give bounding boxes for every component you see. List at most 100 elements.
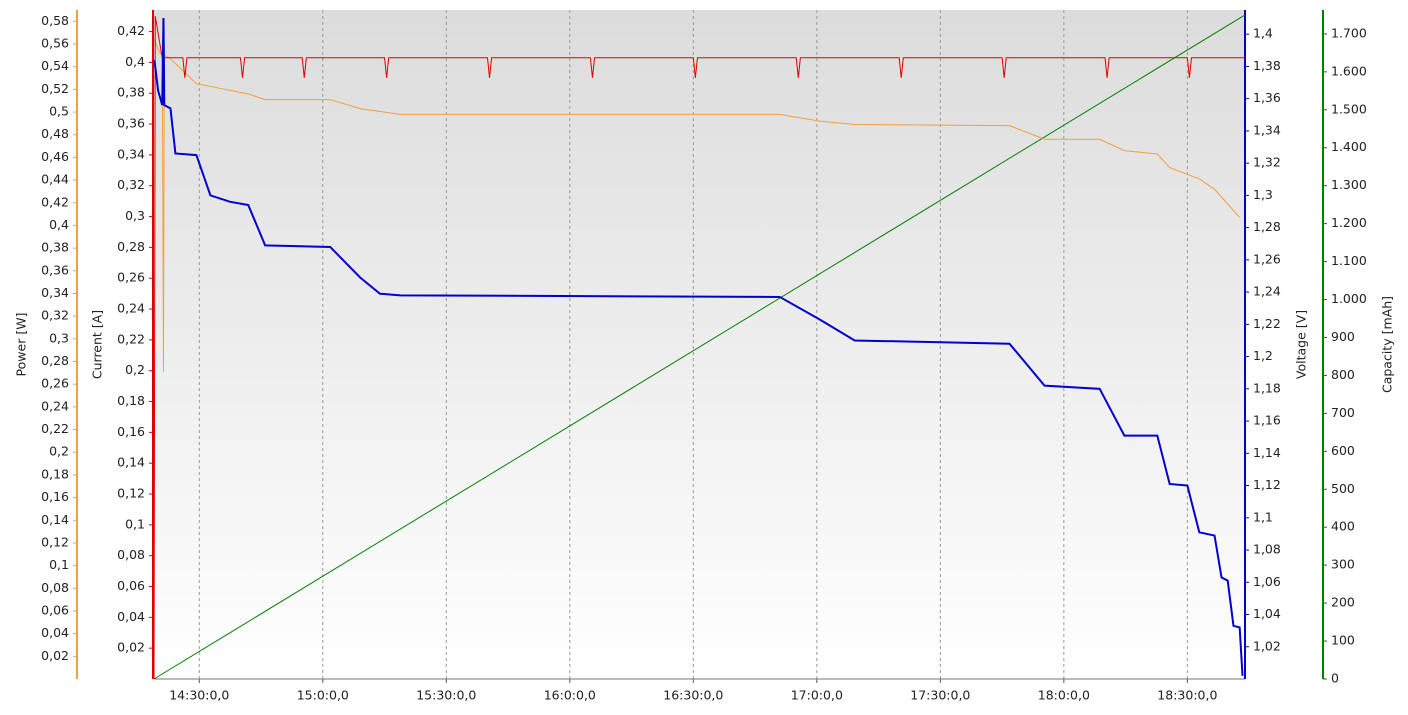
x-tick-label: 17:30:0,0 xyxy=(910,688,970,703)
y-tick-label: 1,08 xyxy=(1253,542,1281,557)
x-tick-label: 15:0:0,0 xyxy=(297,688,349,703)
y-tick-label: 0,22 xyxy=(117,331,145,346)
y-tick-label: 1,2 xyxy=(1253,348,1273,363)
y-tick-label: 0,06 xyxy=(41,602,69,617)
y-tick-label: 0,4 xyxy=(49,217,69,232)
x-tick-label: 15:30:0,0 xyxy=(416,688,476,703)
y-tick-label: 0,42 xyxy=(41,194,69,209)
y-tick-label: 0,48 xyxy=(41,126,69,141)
y-tick-label: 0,22 xyxy=(41,421,69,436)
series-line xyxy=(153,14,1246,680)
y-tick-label: 1,26 xyxy=(1253,251,1281,266)
y-tick-label: 0,12 xyxy=(117,486,145,501)
y-tick-label: 0,1 xyxy=(125,516,145,531)
y-tick-label: 1.400 xyxy=(1331,139,1367,154)
axis-title: Power [W] xyxy=(14,313,29,377)
y-tick-label: 100 xyxy=(1331,633,1355,648)
y-tick-label: 0,1 xyxy=(49,557,69,572)
y-tick-label: 0,18 xyxy=(41,466,69,481)
y-tick-label: 1,06 xyxy=(1253,574,1281,589)
x-tick-label: 16:30:0,0 xyxy=(663,688,723,703)
y-tick-label: 1.300 xyxy=(1331,177,1367,192)
y-tick-label: 0,12 xyxy=(41,534,69,549)
y-tick-label: 0,36 xyxy=(41,262,69,277)
y-tick-label: 1,1 xyxy=(1253,509,1273,524)
y-tick-label: 0,16 xyxy=(41,489,69,504)
y-tick-label: 0,4 xyxy=(125,54,145,69)
series-line xyxy=(153,16,1245,680)
y-tick-label: 0,5 xyxy=(49,104,69,119)
y-tick-label: 0,54 xyxy=(41,58,69,73)
y-tick-label: 1,4 xyxy=(1253,26,1273,41)
y-tick-label: 0,08 xyxy=(41,580,69,595)
y-tick-label: 300 xyxy=(1331,557,1355,572)
y-tick-label: 0,34 xyxy=(41,285,69,300)
y-tick-label: 1.200 xyxy=(1331,215,1367,230)
y-tick-label: 1,22 xyxy=(1253,316,1281,331)
y-tick-label: 1,3 xyxy=(1253,187,1273,202)
y-tick-label: 1,02 xyxy=(1253,638,1281,653)
axis-title: Capacity [mAh] xyxy=(1380,296,1395,393)
x-tick-label: 16:0:0,0 xyxy=(544,688,596,703)
y-tick-label: 0 xyxy=(1331,671,1339,686)
y-tick-label: 700 xyxy=(1331,405,1355,420)
y-tick-label: 200 xyxy=(1331,595,1355,610)
series-line xyxy=(153,39,1241,372)
y-tick-label: 800 xyxy=(1331,367,1355,382)
y-tick-label: 600 xyxy=(1331,443,1355,458)
series-line xyxy=(153,18,1244,676)
y-tick-label: 0,3 xyxy=(49,330,69,345)
y-tick-label: 0,18 xyxy=(117,393,145,408)
y-tick-label: 0,28 xyxy=(41,353,69,368)
y-tick-label: 0,3 xyxy=(125,208,145,223)
y-tick-label: 0,34 xyxy=(117,146,145,161)
y-tick-label: 0,16 xyxy=(117,424,145,439)
y-tick-label: 500 xyxy=(1331,481,1355,496)
axis-title: Voltage [V] xyxy=(1294,310,1309,379)
y-tick-label: 0,2 xyxy=(49,444,69,459)
y-tick-label: 0,24 xyxy=(41,398,69,413)
y-tick-label: 0,52 xyxy=(41,81,69,96)
y-tick-label: 1,16 xyxy=(1253,413,1281,428)
y-tick-label: 0,26 xyxy=(117,270,145,285)
y-tick-label: 1,28 xyxy=(1253,219,1281,234)
y-tick-label: 1,34 xyxy=(1253,122,1281,137)
y-tick-label: 0,28 xyxy=(117,239,145,254)
y-tick-label: 1,12 xyxy=(1253,477,1281,492)
y-tick-label: 0,08 xyxy=(117,547,145,562)
y-tick-label: 1.100 xyxy=(1331,253,1367,268)
y-tick-label: 0,58 xyxy=(41,13,69,28)
y-tick-label: 0,14 xyxy=(117,455,145,470)
y-tick-label: 0,38 xyxy=(117,85,145,100)
y-tick-label: 0,14 xyxy=(41,512,69,527)
y-tick-label: 1,36 xyxy=(1253,90,1281,105)
y-tick-label: 0,04 xyxy=(41,625,69,640)
x-tick-label: 14:30:0,0 xyxy=(169,688,229,703)
x-tick-label: 18:30:0,0 xyxy=(1157,688,1217,703)
y-tick-label: 0,46 xyxy=(41,149,69,164)
y-tick-label: 1,04 xyxy=(1253,606,1281,621)
y-tick-label: 0,24 xyxy=(117,301,145,316)
y-tick-label: 0,04 xyxy=(117,609,145,624)
y-tick-label: 0,06 xyxy=(117,578,145,593)
x-tick-label: 18:0:0,0 xyxy=(1038,688,1090,703)
axis-title: Current [A] xyxy=(90,310,105,379)
y-tick-label: 1.000 xyxy=(1331,291,1367,306)
y-tick-label: 0,02 xyxy=(117,640,145,655)
y-tick-label: 1,18 xyxy=(1253,380,1281,395)
y-tick-label: 1,24 xyxy=(1253,284,1281,299)
x-tick-label: 17:0:0,0 xyxy=(791,688,843,703)
y-tick-label: 0,26 xyxy=(41,376,69,391)
y-tick-label: 0,02 xyxy=(41,648,69,663)
y-tick-label: 1,38 xyxy=(1253,58,1281,73)
y-tick-label: 1.600 xyxy=(1331,63,1367,78)
y-tick-label: 1,14 xyxy=(1253,445,1281,460)
y-tick-label: 0,32 xyxy=(117,177,145,192)
y-tick-label: 900 xyxy=(1331,329,1355,344)
y-tick-label: 400 xyxy=(1331,519,1355,534)
y-tick-label: 1.500 xyxy=(1331,101,1367,116)
y-tick-label: 0,42 xyxy=(117,23,145,38)
y-tick-label: 0,32 xyxy=(41,308,69,323)
plot-area xyxy=(154,10,1245,679)
